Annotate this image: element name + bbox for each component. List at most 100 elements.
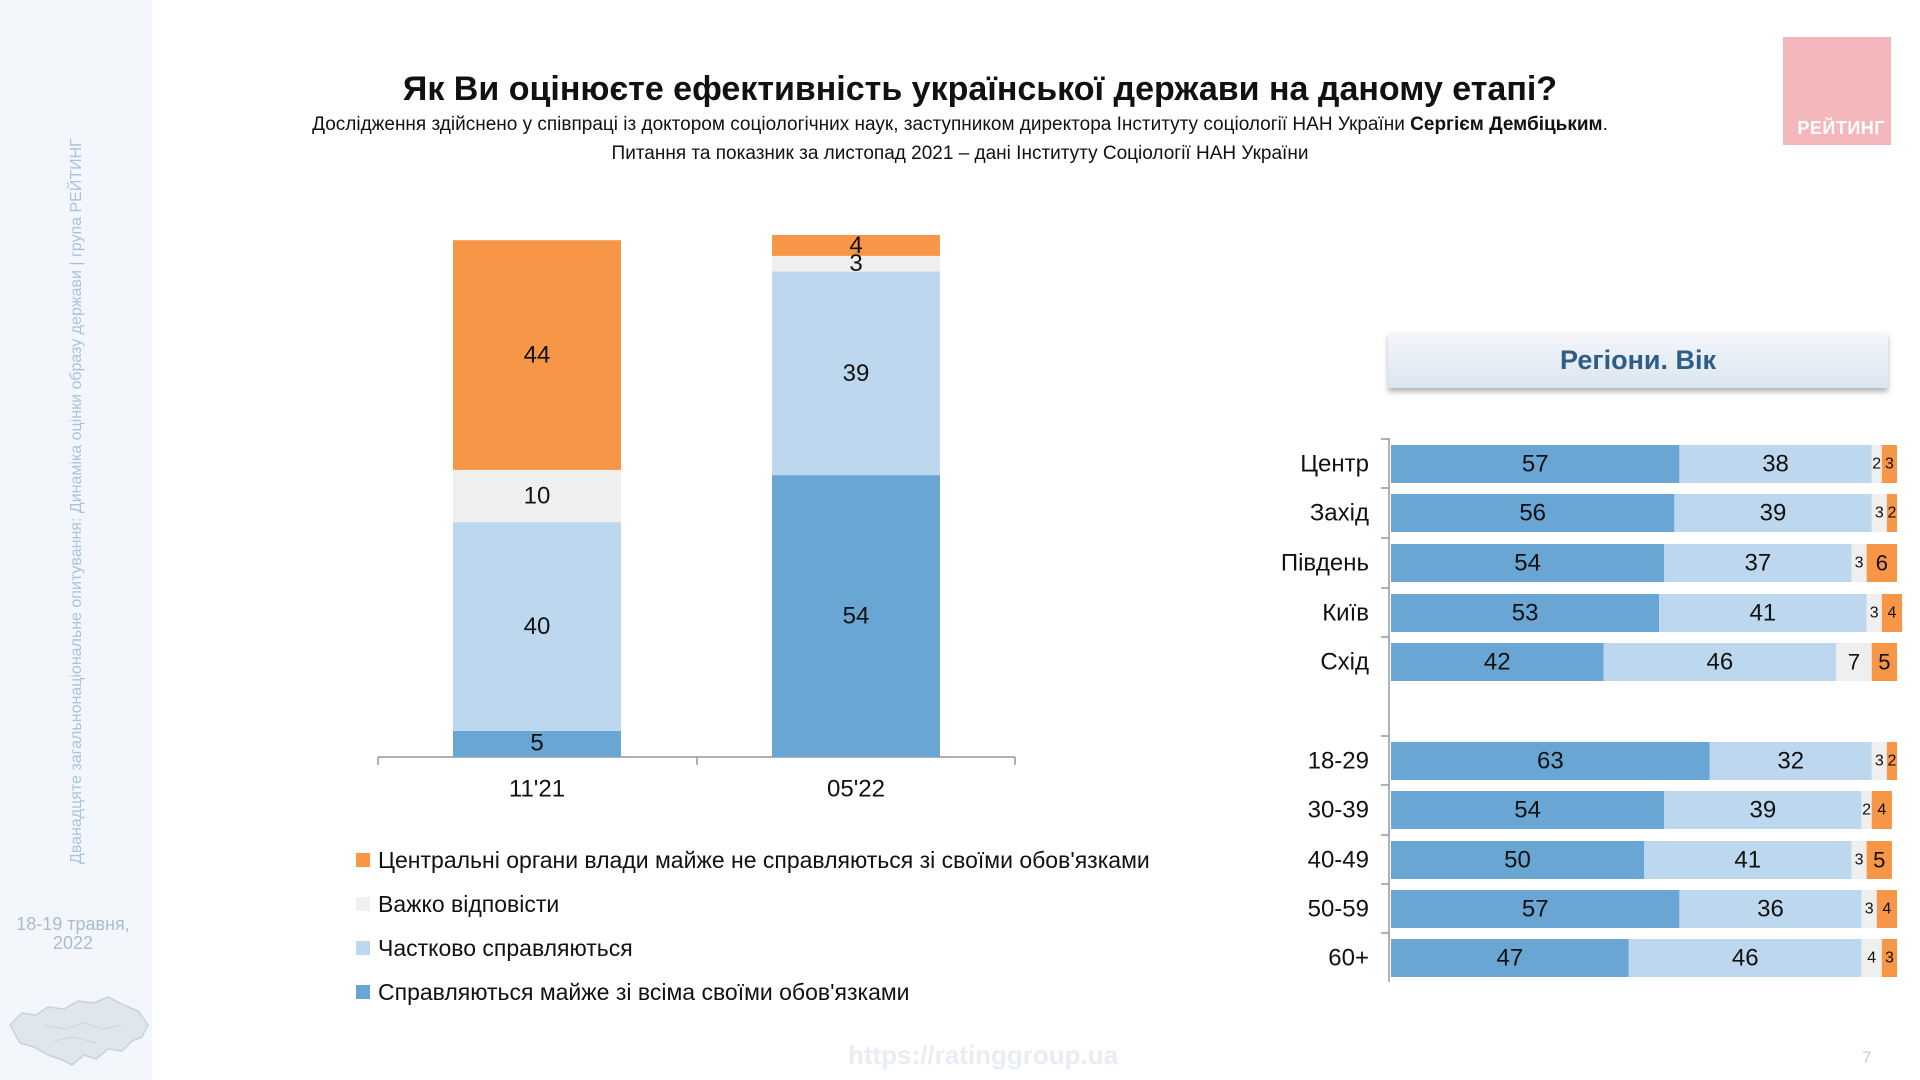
hbar-partly-cope bbox=[1664, 791, 1862, 829]
hbar-do-not-cope bbox=[1866, 544, 1897, 582]
hbar-label-fully-cope: 47 bbox=[1497, 945, 1524, 972]
survey-date: 18-19 травня, 2022 bbox=[8, 915, 138, 953]
ukraine-map-icon bbox=[9, 996, 149, 1066]
data-label-do-not-cope: 4 bbox=[849, 232, 862, 259]
survey-date-line1: 18-19 травня, bbox=[16, 914, 130, 934]
hbar-do-not-cope bbox=[1871, 643, 1897, 681]
legend-label: Центральні органи влади майже не справля… bbox=[378, 846, 1150, 873]
chart-legend: Центральні органи влади майже не справля… bbox=[356, 838, 1150, 1014]
hbar-fully-cope bbox=[1391, 890, 1680, 928]
regions-age-title: Регіони. Вік bbox=[1559, 344, 1716, 375]
data-label-fully-cope: 54 bbox=[843, 603, 870, 630]
data-label-fully-cope: 5 bbox=[530, 730, 543, 757]
hbar-label-hard-to-say: 3 bbox=[1875, 753, 1884, 770]
hbar-hard-to-say bbox=[1861, 791, 1872, 829]
hbar-label-hard-to-say: 3 bbox=[1855, 852, 1864, 869]
hbar-label-hard-to-say: 3 bbox=[1870, 605, 1879, 622]
hbar-label-hard-to-say: 4 bbox=[1867, 950, 1876, 967]
hbar-partly-cope bbox=[1679, 445, 1872, 483]
hbar-label-hard-to-say: 2 bbox=[1872, 456, 1881, 473]
hbar-label-partly-cope: 39 bbox=[1750, 797, 1777, 824]
legend-item-do-not-cope: Центральні органи влади майже не справля… bbox=[356, 838, 1150, 882]
x-tick-label: 11'21 bbox=[509, 776, 565, 803]
y-tick-label: Київ bbox=[1322, 600, 1369, 627]
logo-text: РЕЙТИНГ bbox=[1797, 118, 1885, 138]
hbar-label-do-not-cope: 3 bbox=[1885, 950, 1894, 967]
y-tick-label: Захід bbox=[1310, 500, 1369, 527]
hbar-label-do-not-cope: 4 bbox=[1877, 802, 1886, 819]
hbar-label-partly-cope: 39 bbox=[1760, 500, 1787, 527]
hbar-partly-cope bbox=[1628, 939, 1862, 977]
y-tick-label: 30-39 bbox=[1308, 797, 1369, 824]
hbar-do-not-cope bbox=[1876, 890, 1897, 928]
legend-swatch bbox=[356, 853, 370, 867]
hbar-hard-to-say bbox=[1861, 939, 1882, 977]
hbar-label-partly-cope: 46 bbox=[1707, 649, 1734, 676]
hbar-do-not-cope bbox=[1886, 494, 1897, 532]
hbar-fully-cope bbox=[1391, 791, 1665, 829]
hbar-fully-cope bbox=[1391, 544, 1665, 582]
hbar-label-partly-cope: 46 bbox=[1732, 945, 1759, 972]
page-subtitle: Дослідження здійснено у співпраці із док… bbox=[200, 114, 1720, 136]
hbar-label-partly-cope: 38 bbox=[1762, 451, 1789, 478]
hbar-label-do-not-cope: 2 bbox=[1887, 505, 1896, 522]
hbar-label-hard-to-say: 7 bbox=[1848, 650, 1860, 675]
hbar-fully-cope bbox=[1391, 939, 1629, 977]
legend-item-fully-cope: Справляються майже зі всіма своїми обов'… bbox=[356, 970, 1150, 1014]
sidebar: Дванадцяте загальнонаціональне опитуванн… bbox=[0, 0, 152, 1080]
y-tick-label: Південь bbox=[1281, 550, 1369, 577]
footer-url[interactable]: https://ratinggroup.ua bbox=[848, 1040, 1119, 1070]
hbar-label-fully-cope: 54 bbox=[1514, 797, 1541, 824]
page-subtitle-source: Питання та показник за листопад 2021 – д… bbox=[611, 143, 1309, 164]
hbar-hard-to-say bbox=[1851, 841, 1867, 879]
legend-item-hard-to-say: Важко відповісти bbox=[356, 882, 1150, 926]
subtitle-end: . bbox=[1602, 114, 1608, 135]
bar-do-not-cope-0 bbox=[453, 240, 621, 470]
hbar-fully-cope bbox=[1391, 445, 1680, 483]
hbar-hard-to-say bbox=[1836, 643, 1872, 681]
page-number: 7 bbox=[1862, 1048, 1872, 1067]
hbar-label-do-not-cope: 2 bbox=[1887, 753, 1896, 770]
hbar-label-fully-cope: 57 bbox=[1522, 451, 1549, 478]
hbar-hard-to-say bbox=[1851, 544, 1867, 582]
subtitle-text: Дослідження здійснено у співпраці із док… bbox=[312, 114, 1411, 135]
survey-date-line2: 2022 bbox=[52, 933, 94, 953]
hbar-do-not-cope bbox=[1881, 445, 1897, 483]
bar-hard-to-say-0 bbox=[453, 469, 621, 523]
hbar-label-fully-cope: 50 bbox=[1504, 847, 1531, 874]
hbar-hard-to-say bbox=[1871, 742, 1887, 780]
hbar-hard-to-say bbox=[1871, 494, 1887, 532]
hbar-label-partly-cope: 41 bbox=[1734, 847, 1761, 874]
rating-logo: РЕЙТИНГ bbox=[1783, 37, 1891, 145]
y-tick-label: 18-29 bbox=[1308, 748, 1369, 775]
legend-item-partly-cope: Частково справляються bbox=[356, 926, 1150, 970]
hbar-partly-cope bbox=[1644, 841, 1852, 879]
hbar-label-partly-cope: 37 bbox=[1744, 550, 1771, 577]
hbar-do-not-cope bbox=[1881, 594, 1903, 632]
hbar-label-fully-cope: 63 bbox=[1537, 748, 1564, 775]
hbar-do-not-cope bbox=[1871, 791, 1892, 829]
bar-fully-cope-1 bbox=[772, 475, 940, 757]
hbar-do-not-cope bbox=[1866, 841, 1892, 879]
data-label-hard-to-say: 3 bbox=[849, 250, 862, 277]
hbar-label-partly-cope: 41 bbox=[1750, 600, 1777, 627]
legend-swatch bbox=[356, 897, 370, 911]
hbar-label-do-not-cope: 5 bbox=[1878, 650, 1890, 675]
hbar-label-do-not-cope: 4 bbox=[1882, 901, 1891, 918]
hbar-label-hard-to-say: 3 bbox=[1875, 505, 1884, 522]
hbar-label-partly-cope: 32 bbox=[1777, 748, 1804, 775]
hbar-label-fully-cope: 56 bbox=[1519, 500, 1546, 527]
y-tick-label: Центр bbox=[1300, 451, 1369, 478]
hbar-hard-to-say bbox=[1871, 445, 1882, 483]
legend-swatch bbox=[356, 985, 370, 999]
hbar-partly-cope bbox=[1674, 494, 1872, 532]
hbar-partly-cope bbox=[1659, 594, 1867, 632]
hbar-hard-to-say bbox=[1861, 890, 1877, 928]
hbar-partly-cope bbox=[1664, 544, 1852, 582]
legend-swatch bbox=[356, 941, 370, 955]
y-tick-label: 60+ bbox=[1328, 945, 1369, 972]
hbar-label-do-not-cope: 5 bbox=[1873, 848, 1885, 873]
bar-hard-to-say-1 bbox=[772, 255, 940, 272]
